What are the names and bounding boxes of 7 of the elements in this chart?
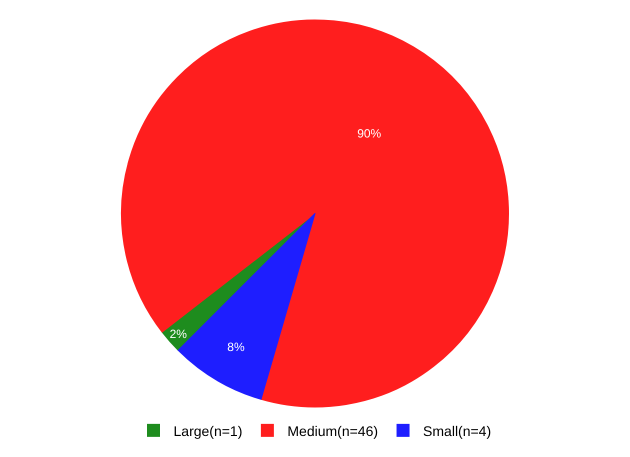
data-label: 8% [227, 340, 245, 354]
data-label: 2% [170, 326, 188, 341]
data-label: 90% [357, 126, 382, 140]
legend-label: Medium(n=46) [287, 422, 378, 439]
pie-slice [121, 20, 509, 408]
legend-label: Large(n=1) [174, 422, 242, 439]
legend-label: Small(n=4) [423, 422, 492, 439]
